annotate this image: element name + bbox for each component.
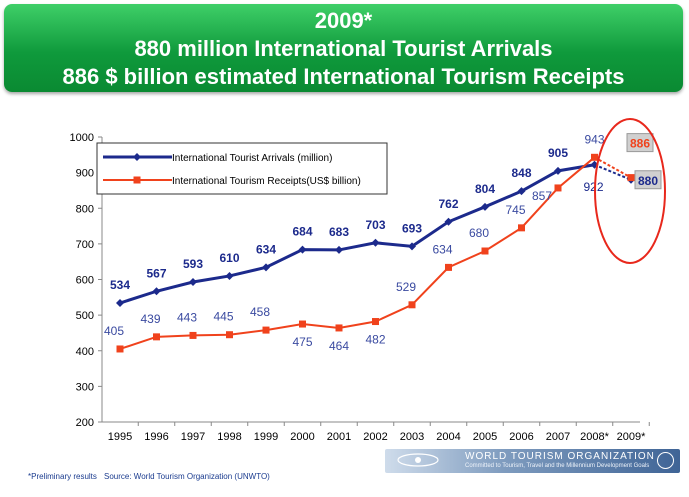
receipts-point [336,324,343,331]
receipts-data-label: 943 [584,132,604,146]
source-note: Source: World Tourism Organization (UNWT… [104,472,270,481]
receipts-point [518,224,525,231]
arrivals-data-label: 703 [365,218,385,232]
receipts-point [226,331,233,338]
x-tick-label: 1995 [108,431,132,443]
receipts-data-label: 857 [532,189,552,203]
receipts-point [190,332,197,339]
arrivals-data-label: 634 [256,242,276,256]
legend-receipts-label: International Tourism Receipts(US$ billi… [172,176,361,187]
legend-arrivals-label: International Tourist Arrivals (million) [172,153,332,164]
arrivals-point [372,239,380,247]
receipts-point [445,264,452,271]
x-tick-label: 2002 [363,431,387,443]
x-tick-label: 2008* [580,431,609,443]
receipts-point [409,301,416,308]
receipts-data-label: 439 [140,312,160,326]
receipts-data-label: 634 [432,242,452,256]
x-tick-label: 2001 [327,431,351,443]
preliminary-note: *Preliminary results [28,472,97,481]
x-tick-label: 2000 [290,431,314,443]
receipts-point [153,333,160,340]
receipts-data-label: 886 [630,137,650,151]
chart-legend: International Tourist Arrivals (million)… [97,143,387,194]
receipts-data-label: 443 [177,310,197,324]
arrivals-data-label: 804 [475,182,495,196]
receipts-point [372,318,379,325]
arrivals-data-label: 905 [548,146,568,160]
receipts-point [263,327,270,334]
arrivals-point [226,272,234,280]
org-name: WORLD TOURISM ORGANIZATION [465,451,655,462]
arrivals-data-label: 693 [402,221,422,235]
receipts-data-label: 405 [104,324,124,338]
x-tick-label: 1996 [144,431,168,443]
receipts-data-label: 680 [469,226,489,240]
arrivals-data-label: 567 [146,266,166,280]
x-tick-label: 2005 [473,431,497,443]
arrivals-data-label: 922 [583,180,603,194]
arrivals-point [153,287,161,295]
receipts-data-label: 445 [213,310,233,324]
y-tick-label: 500 [76,310,94,322]
arrivals-point [116,299,124,307]
arrivals-data-label: 534 [110,278,130,292]
y-tick-label: 600 [76,275,94,287]
arrivals-data-label: 848 [511,166,531,180]
org-tagline: Committed to Tourism, Travel and the Mil… [465,463,649,469]
arrivals-point [189,278,197,286]
receipts-point [555,184,562,191]
x-tick-label: 1999 [254,431,278,443]
y-tick-label: 1000 [70,132,94,144]
legend-receipts-marker [134,177,141,184]
x-tick-label: 2006 [509,431,533,443]
arrivals-data-label: 684 [292,225,312,239]
x-tick-label: 1997 [181,431,205,443]
receipts-point [117,345,124,352]
receipts-data-label: 482 [365,333,385,347]
unwto-emblem-icon [395,452,441,470]
x-tick-label: 2009* [617,431,646,443]
unwto-logo-banner: WORLD TOURISM ORGANIZATION Committed to … [385,449,680,473]
y-tick-label: 200 [76,417,94,429]
receipts-point [482,248,489,255]
y-tick-label: 900 [76,168,94,180]
arrivals-data-label: 762 [438,197,458,211]
arrivals-data-label: 610 [219,251,239,265]
receipts-point [299,321,306,328]
receipts-data-label: 464 [329,339,349,353]
x-tick-label: 1998 [217,431,241,443]
receipts-point [628,174,635,181]
arrivals-data-label: 683 [329,225,349,239]
arrivals-data-label: 593 [183,257,203,271]
receipts-data-label: 475 [292,335,312,349]
x-tick-label: 2004 [436,431,460,443]
y-tick-label: 800 [76,203,94,215]
x-tick-label: 2003 [400,431,424,443]
y-tick-label: 300 [76,381,94,393]
un-globe-icon [657,452,674,469]
receipts-data-label: 458 [250,305,270,319]
y-tick-label: 700 [76,239,94,251]
arrivals-data-label: 880 [638,174,658,188]
receipts-data-label: 529 [396,280,416,294]
arrivals-point [335,246,343,254]
receipts-point [591,154,598,161]
receipts-data-label: 745 [505,203,525,217]
x-tick-label: 2007 [546,431,570,443]
y-tick-label: 400 [76,346,94,358]
